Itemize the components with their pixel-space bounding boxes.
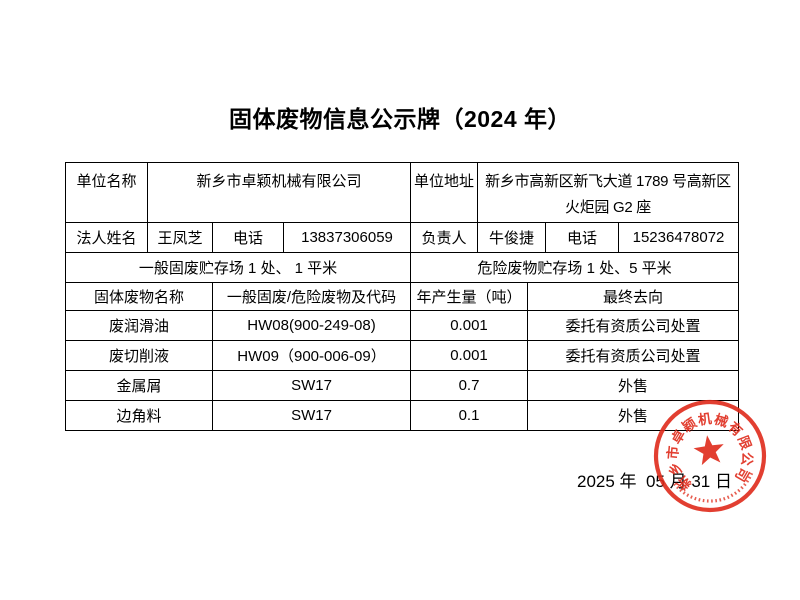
table-row: 边角料 SW17 0.1 外售 [65,400,740,431]
general-storage-cell: 一般固废贮存场 1 处、 1 平米 [65,252,411,283]
unit-name-value: 新乡市卓颖机械有限公司 [147,162,411,223]
waste-output: 0.1 [410,400,528,431]
waste-info-table: 单位名称 新乡市卓颖机械有限公司 单位地址 新乡市高新区新飞大道 1789 号高… [65,162,740,431]
waste-name: 边角料 [65,400,213,431]
waste-output: 0.7 [410,370,528,401]
waste-output: 0.001 [410,310,528,341]
waste-destination: 委托有资质公司处置 [526,340,740,371]
svg-text:乡: 乡 [666,460,685,478]
table-row: 废润滑油 HW08(900-249-08) 0.001 委托有资质公司处置 [65,310,740,341]
svg-text:市: 市 [664,445,681,460]
table-header-row: 固体废物名称 一般固废/危险废物及代码 年产生量（吨） 最终去向 [65,282,740,311]
legal-phone-label: 电话 [212,222,284,253]
waste-destination: 委托有资质公司处置 [526,310,740,341]
waste-code: SW17 [212,370,411,401]
waste-code: HW08(900-249-08) [212,310,411,341]
header-waste-code: 一般固废/危险废物及代码 [212,282,411,311]
hazard-storage-cell: 危险废物贮存场 1 处、5 平米 [409,252,740,283]
waste-destination: 外售 [526,400,740,431]
waste-name: 废润滑油 [65,310,213,341]
waste-destination: 外售 [526,370,740,401]
company-seal-stamp: 新乡市卓颖机 械有限公司 [653,399,767,513]
waste-name: 金属屑 [65,370,213,401]
manager-phone-value: 15236478072 [617,222,740,253]
svg-text:公: 公 [739,452,755,467]
legal-phone-value: 13837306059 [283,222,411,253]
publish-date: 2025 年 05 月 31 日 [577,472,732,491]
waste-output: 0.001 [410,340,528,371]
page-title: 固体废物信息公示牌（2024 年） [228,106,572,132]
table-row: 金属屑 SW17 0.7 外售 [65,370,740,401]
svg-text:限: 限 [735,434,754,452]
manager-phone-label: 电话 [545,222,619,253]
svg-text:机: 机 [697,410,713,428]
seal-star-icon [693,435,724,466]
header-final-destination: 最终去向 [526,282,740,311]
legal-name-value: 王凤芝 [147,222,213,253]
manager-label: 负责人 [410,222,478,253]
table-row: 单位名称 新乡市卓颖机械有限公司 单位地址 新乡市高新区新飞大道 1789 号高… [65,162,740,223]
waste-code: SW17 [212,400,411,431]
header-annual-output: 年产生量（吨） [410,282,528,311]
svg-text:械: 械 [712,411,730,430]
unit-name-label: 单位名称 [65,162,148,223]
legal-name-label: 法人姓名 [65,222,148,253]
waste-name: 废切削液 [65,340,213,371]
manager-name-value: 牛俊捷 [477,222,546,253]
unit-address-value: 新乡市高新区新飞大道 1789 号高新区火炬园 G2 座 [476,162,740,223]
svg-text:司: 司 [732,465,752,484]
waste-code: HW09（900-006-09） [212,340,411,371]
unit-address-label: 单位地址 [410,162,478,223]
table-row: 法人姓名 王凤芝 电话 13837306059 负责人 牛俊捷 电话 15236… [65,222,740,253]
table-row: 一般固废贮存场 1 处、 1 平米 危险废物贮存场 1 处、5 平米 [65,252,740,283]
seal-company-text: 新乡市卓颖机 械有限公司 [664,410,755,493]
table-row: 废切削液 HW09（900-006-09） 0.001 委托有资质公司处置 [65,340,740,371]
seal-ring [653,399,767,513]
seal-serial-text [673,472,754,503]
header-waste-name: 固体废物名称 [65,282,213,311]
